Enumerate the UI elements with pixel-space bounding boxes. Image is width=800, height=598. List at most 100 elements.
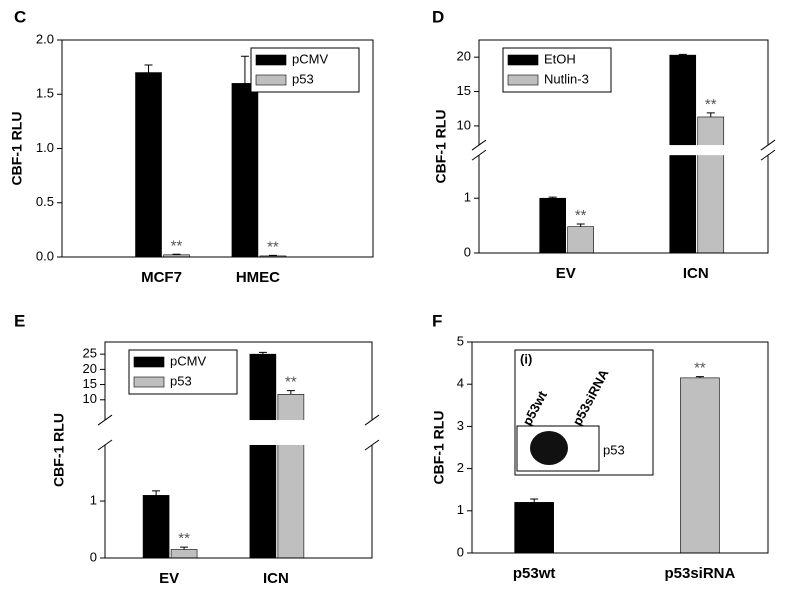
break-mark xyxy=(760,139,776,151)
x-tick-label: HMEC xyxy=(236,269,280,286)
legend-swatch xyxy=(133,376,165,388)
error-bar xyxy=(576,223,585,227)
error-bar xyxy=(180,546,189,550)
y-axis-label: CBF-1 RLU xyxy=(431,411,447,485)
plot-frame xyxy=(61,39,374,258)
axis-break xyxy=(97,420,380,445)
error-bar xyxy=(240,55,249,84)
bar xyxy=(567,226,595,254)
legend-swatch xyxy=(255,54,287,66)
legend-label: EtOH xyxy=(544,51,576,66)
axis-break xyxy=(471,145,776,156)
y-tick-label: 15 xyxy=(457,83,471,98)
y-tick-label: 10 xyxy=(83,391,97,406)
bar xyxy=(680,377,720,554)
inset: (i) p53wt p53siRNA p53 xyxy=(514,349,654,476)
significance: ** xyxy=(178,530,190,547)
error-bar xyxy=(706,112,715,117)
y-tick-label: 15 xyxy=(83,376,97,391)
y-tick-label: 2.0 xyxy=(36,31,54,46)
y-tick-label: 1.0 xyxy=(36,140,54,155)
legend-label: p53 xyxy=(170,373,192,388)
bar xyxy=(277,394,305,559)
legend-label: pCMV xyxy=(170,353,206,368)
error-bar xyxy=(144,64,153,73)
y-tick-label: 4 xyxy=(457,376,464,391)
y-tick-label: 3 xyxy=(457,418,464,433)
x-tick-label: EV xyxy=(159,570,179,587)
y-tick-label: 1.5 xyxy=(36,86,54,101)
legend-swatch xyxy=(507,54,539,66)
plot-frame xyxy=(471,341,769,554)
error-bar xyxy=(268,254,277,256)
y-tick-label: 5 xyxy=(457,333,464,348)
bar xyxy=(231,83,259,258)
panel-label: C xyxy=(14,7,26,26)
significance: ** xyxy=(705,96,717,113)
inset-label: (i) xyxy=(520,351,532,366)
legend-swatch xyxy=(133,356,165,368)
y-tick-label: 25 xyxy=(83,346,97,361)
x-tick-label: MCF7 xyxy=(141,269,182,286)
y-axis-label: CBF-1 RLU xyxy=(51,413,67,487)
break-mark xyxy=(364,414,380,426)
break-mark xyxy=(471,139,487,151)
bar xyxy=(135,72,162,258)
bar xyxy=(142,495,170,559)
bar xyxy=(539,197,567,254)
y-tick-label: 20 xyxy=(457,49,471,64)
error-bar xyxy=(678,53,687,56)
x-tick-label: EV xyxy=(556,265,576,282)
panel-label: E xyxy=(14,311,25,330)
error-bar xyxy=(548,196,557,199)
y-tick-label: 0 xyxy=(457,544,464,559)
legend-label: Nutlin-3 xyxy=(544,71,589,86)
y-tick-label: 1 xyxy=(457,502,464,517)
break-mark xyxy=(471,149,487,161)
significance: ** xyxy=(694,360,706,377)
panel-label: D xyxy=(432,7,444,26)
significance: ** xyxy=(285,374,297,391)
panel-label: F xyxy=(432,311,442,330)
error-bar xyxy=(172,253,181,255)
legend-label: pCMV xyxy=(292,51,328,66)
legend-label: p53 xyxy=(292,71,314,86)
blot-band xyxy=(530,431,568,465)
band-label: p53 xyxy=(603,442,625,457)
y-tick-label: 1 xyxy=(464,190,471,205)
y-tick-label: 0.5 xyxy=(36,194,54,209)
x-tick-label: ICN xyxy=(683,265,709,282)
y-tick-label: 10 xyxy=(457,117,471,132)
bar xyxy=(170,549,198,559)
break-mark xyxy=(97,414,113,426)
significance: ** xyxy=(171,237,183,254)
error-bar xyxy=(152,490,161,496)
legend-swatch xyxy=(255,74,287,86)
error-bar xyxy=(258,351,267,355)
significance: ** xyxy=(575,207,587,224)
break-mark xyxy=(364,439,380,451)
error-bar xyxy=(286,390,295,395)
x-tick-label: ICN xyxy=(263,570,289,587)
y-axis-label: CBF-1 RLU xyxy=(433,110,449,184)
bar xyxy=(697,116,725,254)
x-tick-label: p53wt xyxy=(513,565,556,582)
y-tick-label: 0 xyxy=(464,244,471,259)
bar xyxy=(514,502,554,554)
plot-frame xyxy=(104,341,373,559)
break-mark xyxy=(97,439,113,451)
y-tick-label: 0.0 xyxy=(36,248,54,263)
x-tick-label: p53siRNA xyxy=(664,565,735,582)
error-bar xyxy=(530,498,539,503)
y-tick-label: 1 xyxy=(90,493,97,508)
break-mark xyxy=(760,149,776,161)
legend-swatch xyxy=(507,74,539,86)
significance: ** xyxy=(267,238,279,255)
y-axis-label: CBF-1 RLU xyxy=(9,112,25,186)
y-tick-label: 0 xyxy=(90,549,97,564)
y-tick-label: 20 xyxy=(83,361,97,376)
y-tick-label: 2 xyxy=(457,460,464,475)
bar xyxy=(249,353,277,559)
error-bar xyxy=(695,376,704,378)
